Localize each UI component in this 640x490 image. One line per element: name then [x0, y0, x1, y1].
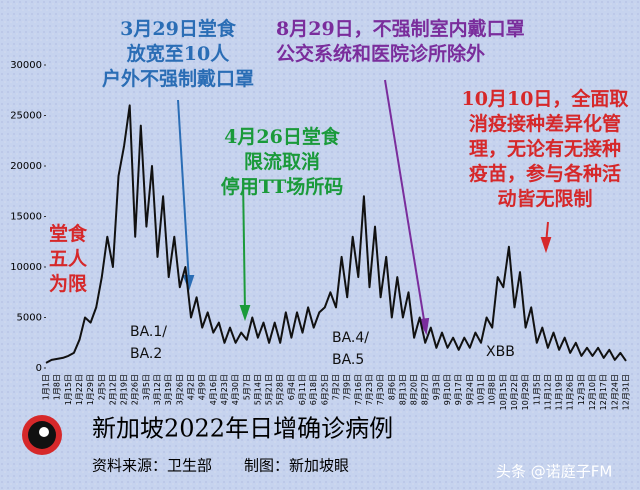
annotation: 为限	[49, 272, 87, 295]
y-tick-label: 10000	[10, 262, 42, 273]
variant-label: XBB	[486, 344, 515, 360]
variant-label: BA.1/	[130, 324, 167, 340]
x-tick-label: 10月8日	[488, 374, 497, 405]
annotation: 五人	[49, 248, 88, 270]
x-tick-label: 5月7日	[242, 374, 251, 400]
x-tick-label: 11月19日	[555, 374, 564, 410]
x-tick-label: 3月26日	[175, 374, 184, 405]
x-tick-label: 4月16日	[209, 374, 218, 405]
y-tick-label: 25000	[10, 111, 42, 122]
annotation: 8月29日，不强制室内戴口罩	[276, 17, 525, 40]
x-tick-label: 6月25日	[320, 374, 329, 405]
x-tick-label: 12月3日	[577, 374, 586, 405]
x-tick-label: 8月20日	[410, 374, 419, 405]
annotation: 疫苗，参与各种活	[469, 162, 621, 185]
x-tick-label: 6月4日	[287, 374, 296, 400]
annotation: 消疫接种差异化管	[469, 112, 621, 135]
annotation: 公交系统和医院诊所除外	[276, 42, 485, 65]
x-tick-label: 3月12日	[153, 374, 162, 405]
y-tick-label: 20000	[10, 161, 42, 172]
watermark: 头条 @诺庭子FM	[496, 463, 612, 481]
variant-label: BA.2	[130, 346, 162, 362]
annotation: 4月26日堂食	[224, 125, 341, 148]
x-tick-label: 1月22日	[75, 374, 84, 405]
x-tick-label: 2月19日	[120, 374, 129, 405]
annotation: 户外不强制戴口罩	[102, 67, 254, 90]
x-tick-label: 5月21日	[265, 374, 274, 405]
source: 资料来源：卫生部	[92, 457, 212, 475]
annotation: 限流取消	[244, 150, 320, 173]
x-tick-label: 10月1日	[477, 374, 486, 405]
x-tick-label: 7月23日	[365, 374, 374, 405]
x-tick-label: 9月3日	[432, 374, 441, 400]
x-tick-label: 1月8日	[53, 374, 62, 400]
x-tick-label: 6月11日	[298, 374, 307, 405]
x-tick-label: 5月14日	[253, 374, 262, 405]
x-tick-label: 12月17日	[599, 374, 608, 410]
x-tick-label: 4月2日	[187, 374, 196, 400]
x-tick-label: 2月5日	[97, 374, 106, 400]
annotation: 停用TT场所码	[221, 175, 344, 198]
data-line	[45, 104, 627, 364]
annotation: 放宽至10人	[126, 42, 230, 65]
x-tick-label: 7月9日	[343, 374, 352, 400]
x-tick-label: 6月18日	[309, 374, 318, 405]
x-tick-label: 12月31日	[622, 374, 631, 410]
x-tick-label: 7月30日	[376, 374, 385, 405]
x-tick-label: 9月24日	[465, 374, 474, 405]
x-tick-label: 11月26日	[566, 374, 575, 410]
x-tick-label: 4月23日	[220, 374, 229, 405]
x-tick-label: 8月13日	[398, 374, 407, 405]
x-tick-label: 1月15日	[64, 374, 73, 405]
logo	[22, 415, 62, 455]
x-tick-label: 9月17日	[454, 374, 463, 405]
x-tick-label: 10月22日	[510, 374, 519, 410]
annotation: 10月10日，全面取	[462, 87, 629, 110]
x-tick-label: 11月5日	[532, 374, 541, 405]
x-tick-label: 3月5日	[142, 374, 151, 400]
x-tick-label: 8月6日	[387, 374, 396, 400]
chart-title: 新加坡2022年日增确诊病例	[92, 415, 393, 443]
x-tick-label: 1月1日	[42, 374, 51, 400]
annotation: 动皆无限制	[497, 187, 592, 210]
x-tick-label: 12月24日	[610, 374, 619, 410]
annotation: 堂食	[49, 222, 88, 245]
x-tick-label: 3月19日	[164, 374, 173, 405]
x-tick-label: 5月28日	[276, 374, 285, 405]
x-tick-label: 10月15日	[499, 374, 508, 410]
x-tick-label: 7月2日	[332, 374, 341, 400]
x-tick-label: 7月16日	[354, 374, 363, 405]
variant-label: BA.5	[332, 352, 364, 368]
x-tick-label: 8月27日	[421, 374, 430, 405]
credit: 制图：新加坡眼	[244, 457, 349, 475]
x-tick-label: 2月26日	[131, 374, 140, 405]
x-tick-label: 11月12日	[543, 374, 552, 410]
y-tick-label: 0	[36, 363, 42, 374]
variant-label: BA.4/	[332, 330, 369, 346]
annotation: 理，无论有无接种	[469, 137, 621, 160]
x-tick-label: 9月10日	[443, 374, 452, 405]
annotation: 3月29日堂食	[120, 17, 237, 40]
x-tick-label: 10月29日	[521, 374, 530, 410]
x-tick-label: 4月9日	[198, 374, 207, 400]
x-tick-label: 4月30日	[231, 374, 240, 405]
x-tick-label: 2月12日	[108, 374, 117, 405]
x-tick-label: 12月10日	[588, 374, 597, 410]
y-tick-label: 5000	[17, 313, 42, 324]
x-tick-label: 1月29日	[86, 374, 95, 405]
y-tick-label: 15000	[10, 212, 42, 223]
y-tick-label: 30000	[10, 60, 42, 71]
